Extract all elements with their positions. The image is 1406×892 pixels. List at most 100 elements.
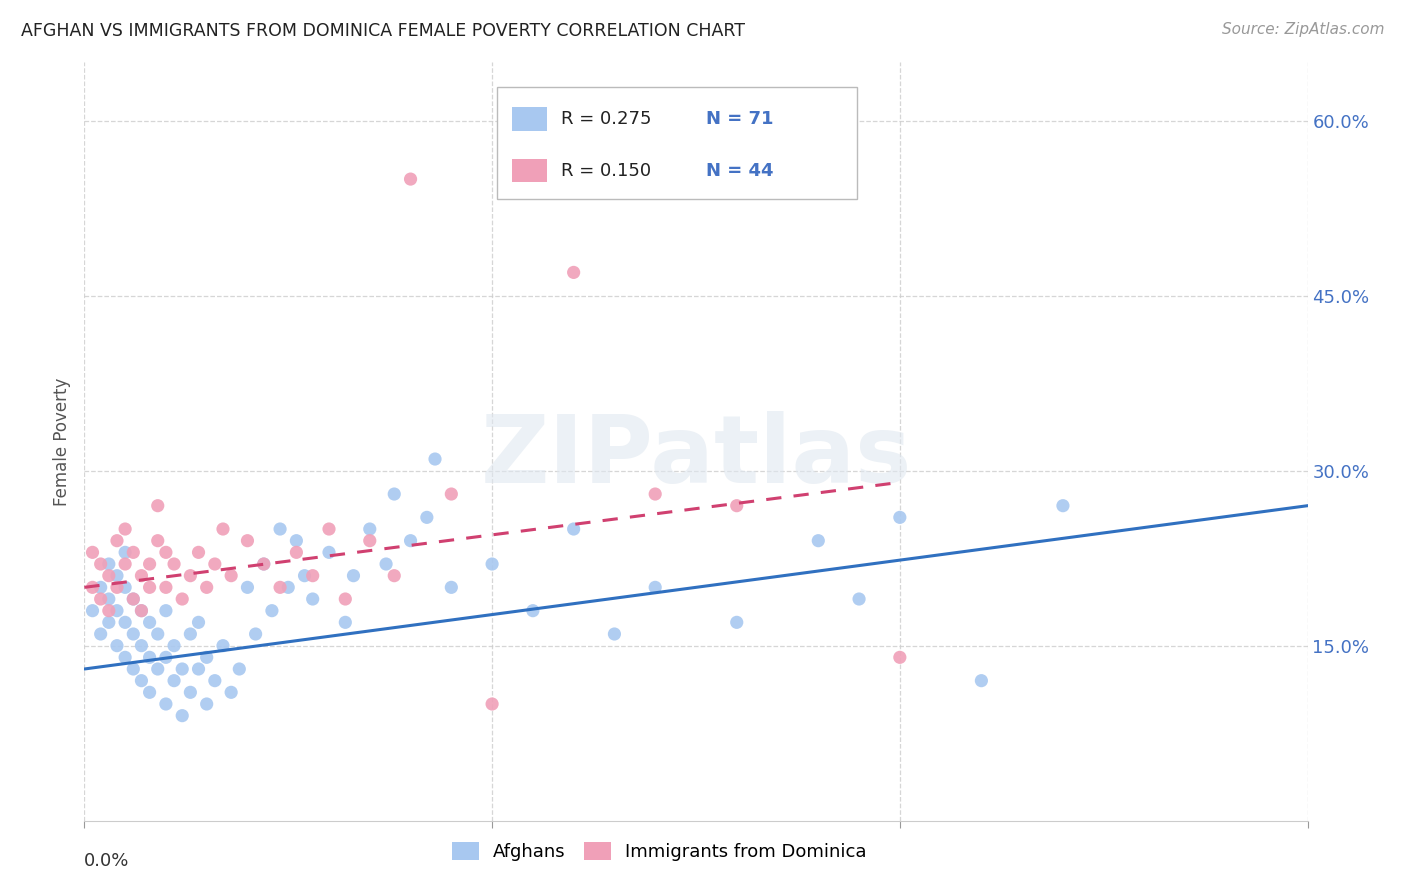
Point: [122, 545, 145, 559]
Point: [294, 568, 316, 582]
Point: [131, 639, 153, 653]
Point: [105, 604, 128, 618]
Point: [97, 568, 120, 582]
Point: [277, 580, 299, 594]
Point: [342, 568, 364, 582]
Point: [301, 568, 323, 582]
Point: [90, 627, 112, 641]
Point: [1052, 499, 1074, 513]
Point: [807, 533, 830, 548]
Point: [131, 604, 153, 618]
Point: [318, 522, 340, 536]
Point: [163, 673, 186, 688]
Point: [725, 615, 748, 630]
Point: [382, 487, 405, 501]
Point: [644, 580, 666, 594]
Point: [269, 522, 291, 536]
Point: [562, 265, 585, 279]
Point: [131, 604, 153, 618]
Point: [481, 557, 503, 571]
Point: [187, 615, 209, 630]
Point: [138, 557, 160, 571]
Point: [179, 568, 201, 582]
Text: ZIPatlas: ZIPatlas: [481, 410, 911, 503]
Point: [236, 580, 259, 594]
Point: [440, 580, 463, 594]
Point: [114, 522, 136, 536]
Point: [105, 580, 128, 594]
Point: [522, 604, 544, 618]
Point: [172, 662, 194, 676]
Point: [889, 650, 911, 665]
Point: [172, 708, 194, 723]
Text: N = 71: N = 71: [706, 110, 773, 128]
Point: [335, 615, 357, 630]
Point: [97, 604, 120, 618]
Point: [114, 545, 136, 559]
Point: [114, 650, 136, 665]
FancyBboxPatch shape: [513, 159, 547, 182]
FancyBboxPatch shape: [496, 87, 858, 199]
Point: [889, 510, 911, 524]
Point: [146, 533, 169, 548]
Point: [155, 650, 177, 665]
Point: [90, 592, 112, 607]
Point: [195, 580, 218, 594]
Point: [253, 557, 276, 571]
Point: [131, 673, 153, 688]
Point: [138, 615, 160, 630]
Point: [644, 487, 666, 501]
Point: [228, 662, 250, 676]
Text: AFGHAN VS IMMIGRANTS FROM DOMINICA FEMALE POVERTY CORRELATION CHART: AFGHAN VS IMMIGRANTS FROM DOMINICA FEMAL…: [21, 22, 745, 40]
Point: [155, 545, 177, 559]
Point: [90, 580, 112, 594]
Text: R = 0.150: R = 0.150: [561, 161, 651, 179]
Point: [204, 673, 226, 688]
Point: [172, 592, 194, 607]
Point: [146, 627, 169, 641]
Legend: Afghans, Immigrants from Dominica: Afghans, Immigrants from Dominica: [444, 835, 875, 869]
Point: [122, 662, 145, 676]
Point: [138, 580, 160, 594]
Point: [970, 673, 993, 688]
Point: [481, 697, 503, 711]
Point: [212, 522, 235, 536]
Point: [399, 533, 422, 548]
Point: [138, 685, 160, 699]
Point: [97, 592, 120, 607]
Point: [138, 650, 160, 665]
Point: [318, 545, 340, 559]
Point: [105, 639, 128, 653]
Point: [155, 580, 177, 594]
Point: [848, 592, 870, 607]
Text: 0.0%: 0.0%: [84, 853, 129, 871]
Point: [219, 568, 242, 582]
Point: [212, 639, 235, 653]
Point: [114, 557, 136, 571]
Point: [440, 487, 463, 501]
Point: [269, 580, 291, 594]
Point: [260, 604, 283, 618]
Point: [155, 604, 177, 618]
Point: [114, 615, 136, 630]
Point: [97, 557, 120, 571]
Point: [82, 604, 104, 618]
Point: [562, 522, 585, 536]
FancyBboxPatch shape: [513, 107, 547, 130]
Point: [122, 592, 145, 607]
Point: [105, 568, 128, 582]
Point: [146, 662, 169, 676]
Point: [122, 592, 145, 607]
Point: [416, 510, 439, 524]
Y-axis label: Female Poverty: Female Poverty: [53, 377, 72, 506]
Point: [179, 627, 201, 641]
Point: [375, 557, 398, 571]
Point: [122, 627, 145, 641]
Point: [204, 557, 226, 571]
Point: [195, 650, 218, 665]
Point: [603, 627, 626, 641]
Point: [219, 685, 242, 699]
Point: [187, 662, 209, 676]
Point: [399, 172, 422, 186]
Point: [163, 557, 186, 571]
